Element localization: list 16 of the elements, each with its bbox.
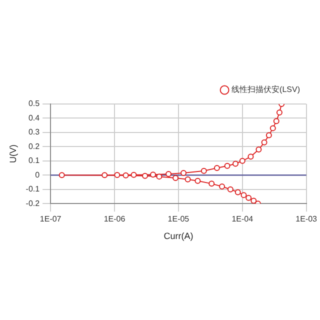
x-tick-label: 1E-06 bbox=[104, 214, 126, 224]
x-tick-label: 1E-07 bbox=[40, 214, 62, 224]
x-tick-label: 1E-03 bbox=[296, 214, 318, 224]
y-axis-title: U(V) bbox=[8, 144, 18, 164]
y-tick-label: 0.2 bbox=[28, 142, 40, 151]
x-axis-title: Curr(A) bbox=[164, 231, 194, 242]
y-tick-label: 0.3 bbox=[28, 128, 40, 137]
y-tick-label: 0 bbox=[35, 170, 40, 180]
x-tick-label: 1E-05 bbox=[168, 214, 190, 224]
legend-label: 线性扫描伏安(LSV) bbox=[232, 85, 300, 94]
y-tick-label: 0.4 bbox=[28, 113, 40, 122]
y-tick-label: 0.1 bbox=[28, 156, 40, 166]
x-tick-label: 1E-04 bbox=[232, 214, 254, 224]
y-tick-label: 0.5 bbox=[28, 99, 40, 108]
y-tick-label: -0.1 bbox=[26, 184, 40, 194]
y-tick-label: -0.2 bbox=[26, 198, 40, 208]
